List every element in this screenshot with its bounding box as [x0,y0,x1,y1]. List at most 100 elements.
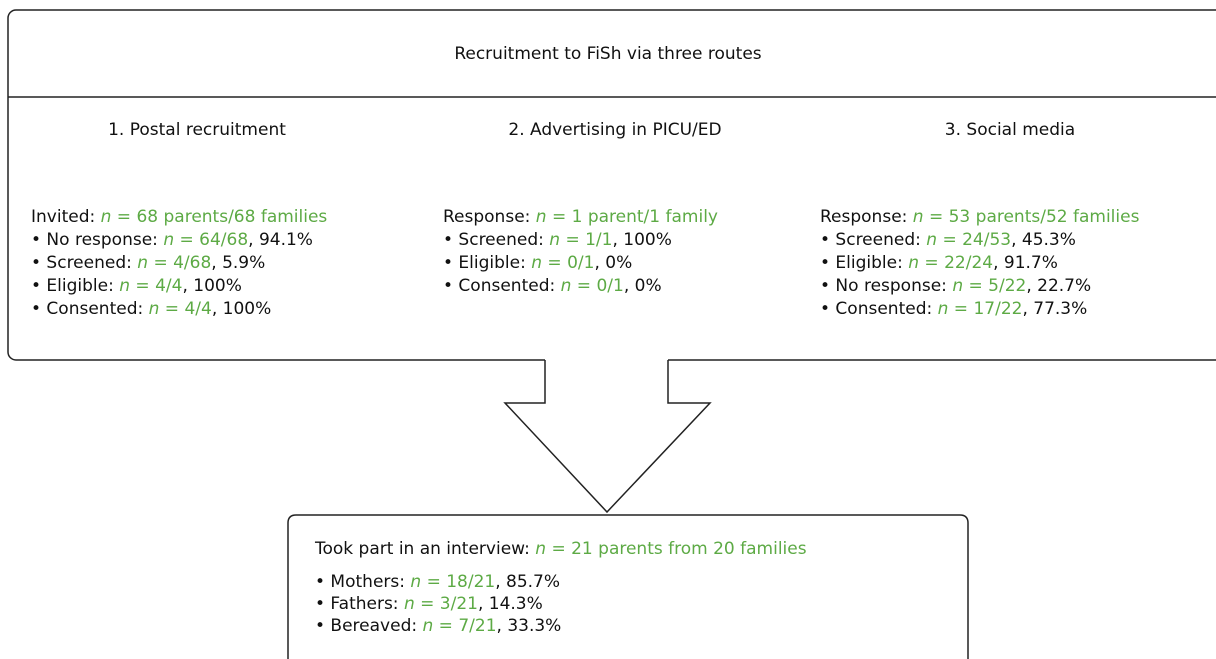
line-label: • Screened: [31,253,138,273]
line-label: • Eligible: [820,253,909,273]
text-line: Response: n = 1 parent/1 family [443,207,718,227]
count-value: = 64/68 [174,230,249,250]
line-rest: , 85.7% [495,572,561,592]
count-var: n [952,276,964,296]
line-label: • No response: [820,276,953,296]
count-var: n [531,253,543,273]
arrow [503,360,712,514]
text-line: • Eligible: n = 22/24, 91.7% [820,253,1058,273]
count-value: = 21 parents from 20 families [546,539,807,559]
count: n = 0/1 [561,276,624,296]
count-var: n [403,594,415,614]
text-line: • Bereaved: n = 7/21, 33.3% [315,616,561,636]
count: n = 53 parents/52 families [913,207,1140,227]
route-heading: 2. Advertising in PICU/ED [508,120,722,140]
count-value: = 0/1 [542,253,595,273]
count: n = 17/22 [938,299,1023,319]
count-var: n [137,253,149,273]
text-line: • Screened: n = 4/68, 5.9% [31,253,265,273]
count-value: = 18/21 [421,572,496,592]
count-value: = 22/24 [919,253,994,273]
line-rest: , 0% [623,276,662,296]
count-var: n [535,207,547,227]
count: n = 68 parents/68 families [101,207,328,227]
text-line: • Mothers: n = 18/21, 85.7% [315,572,560,592]
line-label: • Consented: [820,299,938,319]
count: n = 22/24 [908,253,993,273]
count-var: n [422,616,434,636]
count: n = 7/21 [423,616,497,636]
line-label: • Screened: [443,230,550,250]
count-value: = 1/1 [560,230,613,250]
count-value: = 24/53 [937,230,1012,250]
count: n = 5/22 [952,276,1026,296]
text-line: • Eligible: n = 4/4, 100% [31,276,242,296]
count-value: = 17/22 [948,299,1023,319]
count: n = 1/1 [549,230,612,250]
line-rest: , 5.9% [211,253,266,273]
line-label: Invited: [31,207,101,227]
line-rest: , 0% [594,253,633,273]
line-rest: , 100% [182,276,242,296]
text-line: • Consented: n = 17/22, 77.3% [820,299,1087,319]
line-rest: , 100% [211,299,272,319]
count: n = 24/53 [926,230,1011,250]
text-line: • Screened: n = 1/1, 100% [443,230,672,250]
line-label: • Consented: [443,276,561,296]
count-var: n [163,230,175,250]
text-line: • Eligible: n = 0/1, 0% [443,253,632,273]
count: n = 21 parents from 20 families [535,539,806,559]
line-label: • Screened: [820,230,927,250]
count-var: n [148,299,160,319]
line-rest: , 94.1% [248,230,313,250]
line-label: • Eligible: [31,276,120,296]
text-line: • Fathers: n = 3/21, 14.3% [315,594,543,614]
outcome-box [287,514,969,659]
count: n = 4/68 [137,253,211,273]
line-label: • Mothers: [315,572,411,592]
count-var: n [549,230,561,250]
count-var: n [410,572,422,592]
line-label: • Bereaved: [315,616,423,636]
title: Recruitment to FiSh via three routes [454,44,762,64]
line-label: Took part in an interview: [315,539,536,559]
count: n = 1 parent/1 family [536,207,718,227]
count-value: = 68 parents/68 families [111,207,328,227]
line-rest: , 33.3% [496,616,562,636]
arrow-fill [505,359,710,512]
text-line: • Consented: n = 4/4, 100% [31,299,271,319]
line-rest: , 14.3% [477,594,543,614]
count: n = 3/21 [404,594,478,614]
count-var: n [926,230,938,250]
line-rest: , 45.3% [1011,230,1076,250]
count: n = 64/68 [163,230,248,250]
count: n = 4/4 [149,299,212,319]
count-var: n [912,207,924,227]
count-value: = 4/4 [159,299,212,319]
count: n = 4/4 [119,276,182,296]
count-var: n [100,207,112,227]
line-label: Response: [820,207,913,227]
count-value: = 4/68 [148,253,212,273]
text-line: Response: n = 53 parents/52 families [820,207,1139,227]
line-label: • Fathers: [315,594,404,614]
count-var: n [535,539,547,559]
count-value: = 4/4 [130,276,183,296]
line-label: • No response: [31,230,164,250]
count-value: = 7/21 [433,616,497,636]
text-line: Took part in an interview: n = 21 parent… [315,539,807,559]
route-heading: 1. Postal recruitment [108,120,286,140]
count-value: = 53 parents/52 families [923,207,1140,227]
count: n = 0/1 [531,253,594,273]
text-line: • Screened: n = 24/53, 45.3% [820,230,1076,250]
line-label: • Consented: [31,299,149,319]
count-value: = 0/1 [571,276,624,296]
text-line: • No response: n = 5/22, 22.7% [820,276,1091,296]
text-line: • No response: n = 64/68, 94.1% [31,230,313,250]
text-line: • Consented: n = 0/1, 0% [443,276,662,296]
count-var: n [560,276,572,296]
count-value: = 3/21 [414,594,478,614]
route-heading: 3. Social media [944,120,1076,140]
